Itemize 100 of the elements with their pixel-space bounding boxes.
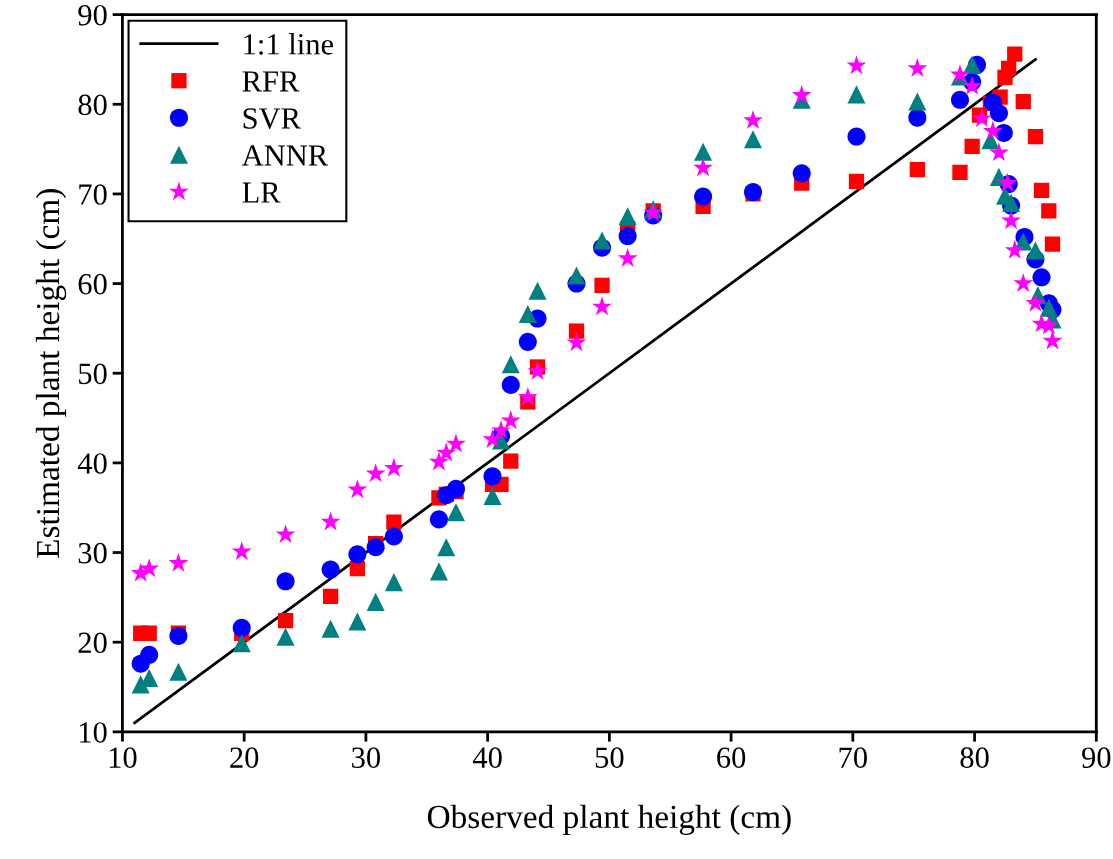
point [1025,292,1046,312]
legend-label: ANNR [241,145,329,166]
y-tick-label: 90 [78,4,107,26]
point [792,164,811,183]
point [503,453,519,469]
point [618,227,637,246]
point [592,296,612,316]
point [232,634,251,653]
point [232,618,251,637]
point [694,187,713,206]
x-axis-title: Observed plant height (cm) [427,804,791,836]
point [963,55,982,74]
point [429,510,448,529]
point [847,85,866,104]
x-tick-label: 80 [960,747,989,768]
point [950,90,969,109]
point [952,164,968,181]
point [168,552,189,572]
point [275,524,296,544]
x-tick-label: 20 [230,747,259,768]
point [384,573,403,592]
point [231,541,252,561]
point [743,130,763,149]
point [791,84,812,104]
point [276,572,295,591]
point [593,231,612,250]
x-tick-label: 60 [717,747,746,768]
point [366,538,385,557]
point [1026,241,1045,260]
point [384,527,403,546]
point [446,433,466,453]
legend-label: SVR [243,108,301,129]
point [618,207,637,226]
point [501,355,520,374]
point [693,157,714,177]
point [348,612,367,631]
point [321,560,340,579]
point [321,619,340,638]
point [694,142,713,161]
x-tick-label: 40 [472,747,502,768]
y-tick-label: 20 [78,632,107,654]
y-tick-label: 40 [77,453,107,474]
point [846,55,867,75]
y-tick-label: 80 [78,94,107,116]
point [908,108,927,127]
point [566,332,587,352]
point [483,487,502,506]
y-axis-title: Estimated plant height (cm) [35,189,67,558]
legend-label: RFR [242,71,300,92]
y-tick-label: 60 [78,273,107,295]
point [276,627,295,646]
point [1042,330,1063,350]
point [518,305,537,324]
point [348,545,367,564]
point [528,281,547,300]
x-tick-label: 70 [839,747,867,768]
point [491,420,511,440]
point [982,120,1003,140]
point [517,387,538,406]
point [429,451,449,471]
point [743,109,763,129]
point [908,92,927,111]
point [277,613,294,629]
point [1032,268,1051,287]
point [568,323,585,339]
point [501,375,520,394]
point [989,104,1008,123]
point [1044,236,1061,252]
point [971,108,992,128]
point [322,588,339,605]
y-tick-label: 10 [79,722,107,743]
point [429,562,448,581]
point [320,511,341,531]
point [594,277,610,294]
point [518,332,537,351]
point [446,503,466,522]
point [964,138,980,155]
point [848,173,865,190]
point [366,592,385,611]
point [567,266,586,285]
point [437,538,456,557]
point [1033,182,1050,198]
point [989,142,1009,162]
point [1001,210,1021,230]
point [482,429,503,449]
point [527,361,548,380]
point [483,467,502,486]
point [1004,239,1025,259]
point [383,457,404,477]
point [1027,128,1044,145]
point [1041,203,1057,219]
point [169,626,188,645]
point [847,127,866,146]
x-tick-label: 90 [1082,747,1111,768]
point [347,479,368,499]
point [446,479,466,498]
legend-label: LR [242,182,281,203]
point [1013,273,1034,293]
point [386,514,402,530]
point [1001,60,1017,77]
